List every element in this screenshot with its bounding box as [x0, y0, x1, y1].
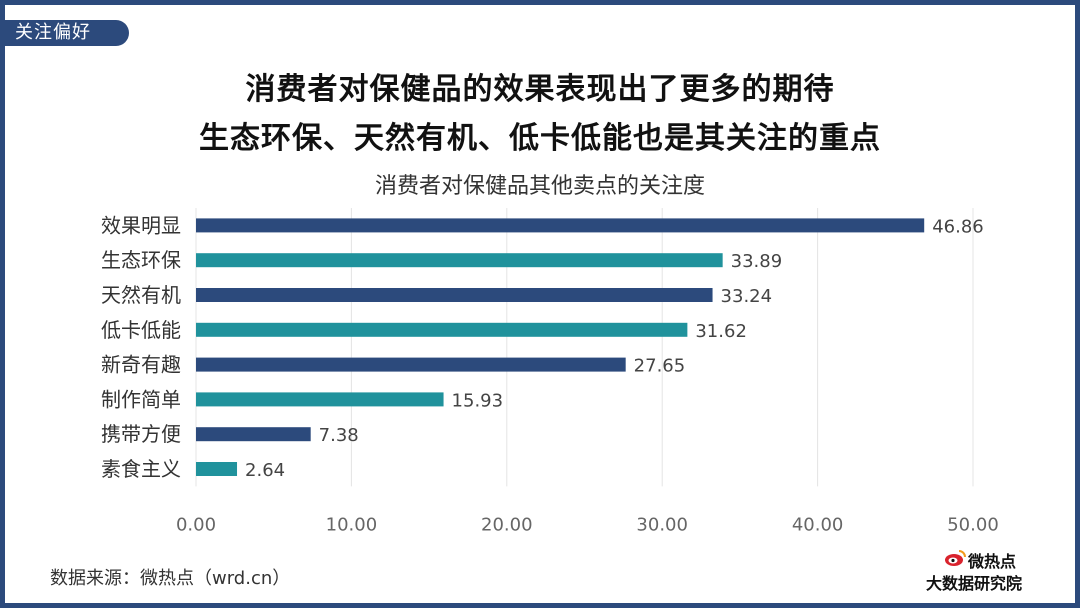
value-label: 27.65	[634, 356, 686, 377]
x-tick-label: 10.00	[326, 514, 378, 535]
logo-text-main: 微热点	[968, 552, 1017, 571]
value-label: 33.24	[721, 286, 773, 307]
value-label: 2.64	[245, 460, 285, 481]
value-label: 7.38	[319, 425, 359, 446]
x-tick-label: 0.00	[176, 514, 216, 535]
bar	[196, 392, 444, 407]
x-tick-labels: 0.00 10.00 20.00 30.00 40.00 50.00	[176, 514, 999, 535]
category-label: 素食主义	[101, 457, 181, 481]
x-tick-label: 30.00	[636, 514, 688, 535]
chart-title: 消费者对保健品其他卖点的关注度	[375, 174, 705, 199]
value-label: 33.89	[731, 251, 783, 272]
bars	[196, 218, 925, 476]
value-labels: 46.86 33.89 33.24 31.62 27.65 15.93 7.38 2.64	[245, 216, 984, 481]
category-label: 生态环保	[101, 248, 181, 272]
grid-lines	[195, 208, 974, 487]
value-label: 46.86	[932, 216, 984, 237]
category-label: 效果明显	[101, 213, 181, 237]
data-source-note: 数据来源：微热点（wrd.cn）	[50, 568, 291, 589]
headline-line-1: 消费者对保健品的效果表现出了更多的期待	[245, 72, 835, 107]
x-tick-label: 50.00	[947, 514, 999, 535]
category-label: 携带方便	[101, 422, 181, 446]
x-tick-label: 20.00	[481, 514, 533, 535]
category-label: 制作简单	[101, 387, 181, 411]
headline-line-2: 生态环保、天然有机、低卡低能也是其关注的重点	[199, 121, 881, 156]
bar	[196, 288, 713, 302]
brand-logo: 微热点 大数据研究院	[916, 546, 1046, 594]
bar	[196, 357, 626, 372]
bar	[196, 462, 238, 476]
logo-text-sub: 大数据研究院	[926, 574, 1023, 593]
weibo-eye-icon	[945, 550, 966, 566]
bar	[196, 218, 925, 233]
bar	[196, 322, 688, 337]
x-tick-label: 40.00	[792, 514, 844, 535]
category-label: 低卡低能	[101, 318, 181, 342]
section-badge: 关注偏好	[5, 20, 129, 46]
bar	[196, 427, 311, 442]
category-label: 天然有机	[101, 283, 181, 307]
category-label: 新奇有趣	[101, 353, 181, 377]
bar	[196, 253, 723, 268]
value-label: 31.62	[695, 321, 747, 342]
value-label: 15.93	[452, 390, 504, 411]
